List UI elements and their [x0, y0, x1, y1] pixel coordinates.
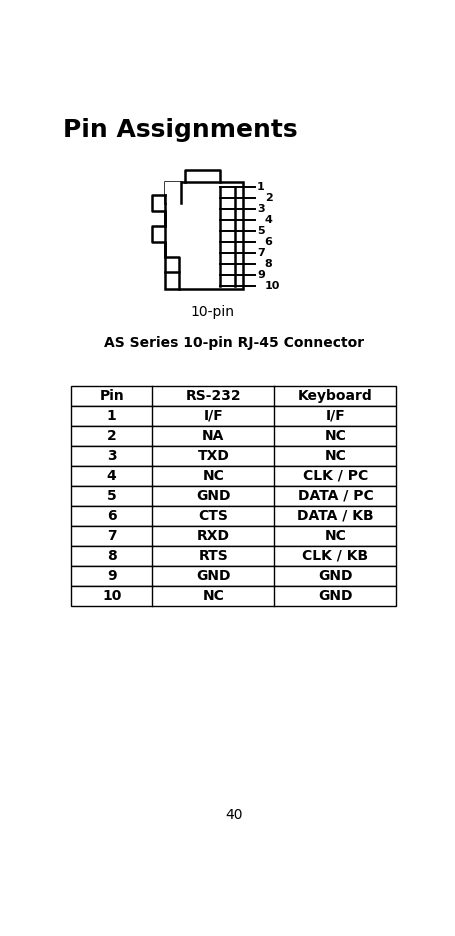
Text: 4: 4 — [106, 469, 116, 483]
Text: 10-pin: 10-pin — [190, 305, 233, 319]
Text: 8: 8 — [106, 548, 116, 563]
Text: RTS: RTS — [198, 548, 228, 563]
Text: AS Series 10-pin RJ-45 Connector: AS Series 10-pin RJ-45 Connector — [103, 336, 363, 350]
Text: DATA / PC: DATA / PC — [297, 489, 373, 503]
Text: 7: 7 — [256, 248, 264, 257]
Text: 2: 2 — [264, 193, 272, 203]
Text: RXD: RXD — [197, 529, 229, 543]
Text: 9: 9 — [106, 569, 116, 583]
Text: 1: 1 — [256, 182, 264, 192]
Bar — [71, 546, 395, 566]
Bar — [71, 426, 395, 446]
Bar — [71, 466, 395, 486]
Bar — [71, 405, 395, 426]
Text: GND: GND — [196, 569, 230, 583]
Text: 5: 5 — [256, 226, 264, 236]
Bar — [71, 566, 395, 586]
Text: 3: 3 — [106, 448, 116, 462]
Text: I/F: I/F — [203, 409, 223, 423]
Text: 7: 7 — [106, 529, 116, 543]
Bar — [165, 182, 243, 289]
Text: RS-232: RS-232 — [185, 388, 241, 402]
Text: 3: 3 — [256, 204, 264, 214]
Text: Pin Assignments: Pin Assignments — [63, 119, 297, 142]
Text: 10: 10 — [264, 281, 279, 290]
Text: NA: NA — [202, 429, 224, 443]
Bar — [71, 486, 395, 505]
Bar — [71, 386, 395, 405]
Text: Pin: Pin — [99, 388, 124, 402]
Text: 10: 10 — [102, 589, 121, 603]
Text: NC: NC — [202, 589, 224, 603]
Text: 2: 2 — [106, 429, 116, 443]
Text: 9: 9 — [256, 270, 264, 280]
Bar — [71, 526, 395, 546]
Bar — [165, 182, 181, 203]
Text: Keyboard: Keyboard — [298, 388, 372, 402]
Text: TXD: TXD — [197, 448, 229, 462]
Text: 6: 6 — [264, 237, 272, 247]
Text: 1: 1 — [106, 409, 116, 423]
Text: 4: 4 — [264, 215, 272, 225]
Bar — [71, 505, 395, 526]
Text: GND: GND — [318, 569, 352, 583]
Text: 5: 5 — [106, 489, 116, 503]
Text: DATA / KB: DATA / KB — [297, 509, 373, 523]
Text: NC: NC — [324, 448, 346, 462]
Text: NC: NC — [324, 529, 346, 543]
Text: NC: NC — [202, 469, 224, 483]
Text: CLK / PC: CLK / PC — [302, 469, 367, 483]
Text: I/F: I/F — [325, 409, 344, 423]
Text: NC: NC — [324, 429, 346, 443]
Text: CTS: CTS — [198, 509, 228, 523]
Text: 6: 6 — [106, 509, 116, 523]
Bar — [71, 446, 395, 466]
Text: CLK / KB: CLK / KB — [302, 548, 368, 563]
Bar — [71, 586, 395, 606]
Text: GND: GND — [196, 489, 230, 503]
Text: GND: GND — [318, 589, 352, 603]
Text: 8: 8 — [264, 258, 272, 269]
Text: 40: 40 — [224, 808, 242, 822]
